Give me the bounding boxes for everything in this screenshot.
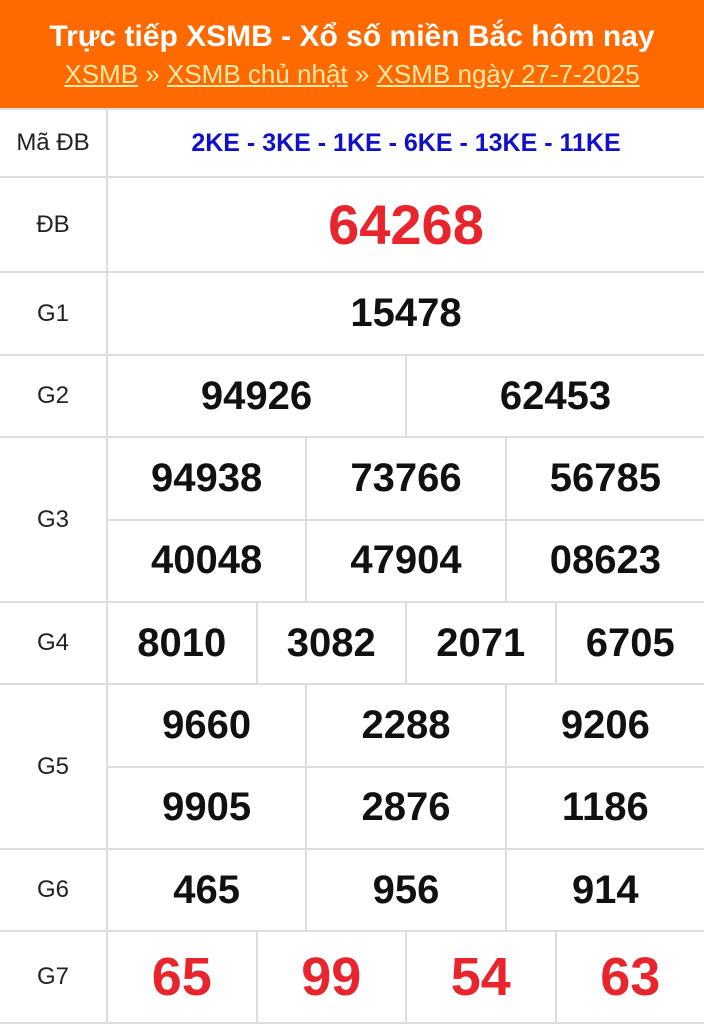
prize-label: ĐB bbox=[0, 178, 108, 271]
prize-label: G4 bbox=[0, 603, 108, 683]
prize-number: 47904 bbox=[305, 520, 504, 601]
prize-values: 8010 3082 2071 6705 bbox=[108, 603, 704, 683]
prize-subrow: 2KE - 3KE - 1KE - 6KE - 13KE - 11KE bbox=[108, 110, 704, 176]
prize-label: G5 bbox=[0, 685, 108, 848]
prize-subrow: 465 956 914 bbox=[108, 850, 704, 930]
prize-subrow: 8010 3082 2071 6705 bbox=[108, 603, 704, 683]
prize-label: G3 bbox=[0, 438, 108, 601]
prize-row-g7: G7 65 99 54 63 bbox=[0, 932, 704, 1024]
prize-number: 2876 bbox=[305, 767, 504, 848]
prize-values: 465 956 914 bbox=[108, 850, 704, 930]
prize-subrow: 40048 47904 08623 bbox=[108, 518, 704, 601]
special-code: 2KE - 3KE - 1KE - 6KE - 13KE - 11KE bbox=[191, 128, 621, 157]
prize-number: 65 bbox=[151, 947, 212, 1007]
prize-row-g1: G1 15478 bbox=[0, 273, 704, 356]
breadcrumb-separator: » bbox=[145, 59, 160, 89]
prize-number: 3082 bbox=[255, 603, 406, 683]
page-title: Trực tiếp XSMB - Xổ số miền Bắc hôm nay bbox=[49, 20, 655, 53]
prize-row-g6: G6 465 956 914 bbox=[0, 850, 704, 932]
prize-number: 8010 bbox=[137, 620, 227, 665]
prize-number: 08623 bbox=[504, 520, 704, 601]
prize-values: 94926 62453 bbox=[108, 356, 704, 436]
prize-number: 465 bbox=[173, 867, 241, 912]
prize-row-db: ĐB 64268 bbox=[0, 178, 704, 273]
prize-values: 15478 bbox=[108, 273, 704, 354]
prize-row-g4: G4 8010 3082 2071 6705 bbox=[0, 603, 704, 685]
prize-number: 9206 bbox=[504, 685, 704, 766]
prize-values: 94938 73766 56785 40048 47904 08623 bbox=[108, 438, 704, 601]
prize-subrow: 94938 73766 56785 bbox=[108, 438, 704, 519]
prize-number: 56785 bbox=[504, 438, 704, 519]
prize-number: 94938 bbox=[151, 455, 263, 500]
prize-values: 64268 bbox=[108, 178, 704, 271]
prize-number: 64268 bbox=[328, 193, 484, 256]
prize-label: G2 bbox=[0, 356, 108, 436]
prize-label: G6 bbox=[0, 850, 108, 930]
prize-subrow: 65 99 54 63 bbox=[108, 932, 704, 1022]
breadcrumb-sunday[interactable]: XSMB chủ nhật bbox=[166, 59, 348, 89]
prize-subrow: 64268 bbox=[108, 178, 704, 271]
prize-number: 54 bbox=[405, 932, 555, 1022]
prize-number: 914 bbox=[504, 850, 704, 930]
prize-number: 9905 bbox=[162, 785, 252, 830]
prize-number: 2071 bbox=[405, 603, 555, 683]
prize-label: G1 bbox=[0, 273, 108, 354]
prize-number: 9660 bbox=[162, 702, 252, 747]
prize-row-g5: G5 9660 2288 9206 9905 2876 1186 bbox=[0, 685, 704, 850]
prize-values: 9660 2288 9206 9905 2876 1186 bbox=[108, 685, 704, 848]
breadcrumb-xsmb[interactable]: XSMB bbox=[64, 59, 139, 89]
prize-row-g2: G2 94926 62453 bbox=[0, 356, 704, 438]
prize-subrow: 94926 62453 bbox=[108, 356, 704, 436]
prize-number: 15478 bbox=[350, 291, 462, 335]
prize-number: 2288 bbox=[305, 685, 504, 766]
prize-number: 73766 bbox=[305, 438, 504, 519]
prize-values: 65 99 54 63 bbox=[108, 932, 704, 1022]
results-table: Mã ĐB 2KE - 3KE - 1KE - 6KE - 13KE - 11KE… bbox=[0, 108, 704, 1024]
prize-number: 956 bbox=[305, 850, 504, 930]
prize-number: 99 bbox=[255, 932, 406, 1022]
prize-label: Mã ĐB bbox=[0, 110, 108, 176]
prize-number: 94926 bbox=[200, 373, 313, 418]
prize-number: 1186 bbox=[504, 767, 704, 848]
breadcrumb-date[interactable]: XSMB ngày 27-7-2025 bbox=[376, 59, 640, 89]
prize-number: 40048 bbox=[151, 538, 263, 583]
prize-row-code: Mã ĐB 2KE - 3KE - 1KE - 6KE - 13KE - 11KE bbox=[0, 110, 704, 178]
breadcrumb-separator: » bbox=[354, 59, 370, 89]
page-header: Trực tiếp XSMB - Xổ số miền Bắc hôm nay … bbox=[0, 0, 704, 108]
breadcrumb: XSMB » XSMB chủ nhật » XSMB ngày 27-7-20… bbox=[0, 56, 704, 92]
prize-label: G7 bbox=[0, 932, 108, 1022]
prize-row-g3: G3 94938 73766 56785 40048 47904 08623 bbox=[0, 438, 704, 603]
prize-values: 2KE - 3KE - 1KE - 6KE - 13KE - 11KE bbox=[108, 110, 704, 176]
prize-number: 63 bbox=[554, 932, 704, 1022]
prize-subrow: 9905 2876 1186 bbox=[108, 765, 704, 848]
prize-number: 6705 bbox=[554, 603, 704, 683]
prize-number: 62453 bbox=[405, 356, 704, 436]
prize-subrow: 9660 2288 9206 bbox=[108, 685, 704, 766]
prize-subrow: 15478 bbox=[108, 273, 704, 354]
